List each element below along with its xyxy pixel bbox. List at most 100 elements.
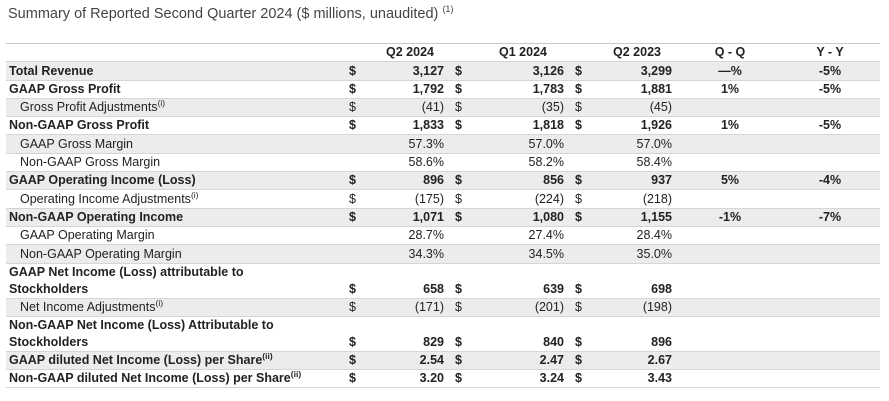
value-cell: 5% [680, 171, 780, 191]
currency-sign: $ [346, 61, 368, 81]
value-cell: 34.3% [368, 244, 452, 264]
value-cell [680, 98, 780, 118]
currency-sign: $ [572, 189, 594, 209]
header-cell [346, 42, 368, 63]
currency-sign: $ [572, 171, 594, 191]
table-row: Non-GAAP Operating Margin 34.3% 34.5% 35.0% [6, 244, 880, 264]
label-text: Net Income Adjustments [20, 299, 156, 314]
label-text: Non-GAAP diluted Net Income (Loss) per S… [9, 371, 291, 386]
table-row: GAAP Gross Margin 57.3% 57.0% 57.0% [6, 134, 880, 154]
row-label: GAAP Operating Income (Loss) [6, 171, 346, 191]
currency-sign: $ [346, 369, 368, 389]
value-cell: 1,833 [368, 116, 452, 136]
currency-sign: $ [452, 171, 474, 191]
value-cell [780, 226, 880, 246]
label-text: GAAP Gross Profit [9, 81, 121, 96]
value-cell [780, 153, 880, 173]
currency-sign [572, 134, 594, 154]
currency-sign [452, 226, 474, 246]
currency-sign: $ [452, 189, 474, 209]
currency-sign: $ [572, 208, 594, 227]
table-row: GAAP Operating Margin 28.7% 27.4% 28.4% [6, 226, 880, 246]
row-label: GAAP Operating Margin [6, 226, 346, 246]
table-row: Non-GAAP Net Income (Loss) Attributable … [6, 316, 880, 352]
value-cell: (45) [594, 98, 680, 118]
value-cell: 3,126 [474, 61, 572, 81]
currency-sign: $ [572, 263, 594, 299]
value-cell: (35) [474, 98, 572, 118]
value-cell: 58.2% [474, 153, 572, 173]
value-cell: 35.0% [594, 244, 680, 264]
value-cell: 27.4% [474, 226, 572, 246]
value-cell [780, 298, 880, 317]
column-header: Y - Y [780, 42, 880, 63]
currency-sign [452, 153, 474, 173]
currency-sign: $ [452, 316, 474, 352]
summary-table: Q2 2024 Q1 2024 Q2 2023 Q - Q Y - Y Tota… [6, 42, 880, 389]
currency-sign: $ [572, 316, 594, 352]
value-cell: 658 [368, 263, 452, 299]
value-cell: 34.5% [474, 244, 572, 264]
value-cell: 1,926 [594, 116, 680, 136]
table-row: GAAP diluted Net Income (Loss) per Share… [6, 351, 880, 371]
value-cell: 28.7% [368, 226, 452, 246]
table-row: GAAP Gross Profit $1,792 $1,783 $1,881 1% -5% [6, 80, 880, 99]
value-cell: 58.4% [594, 153, 680, 173]
row-label: Gross Profit Adjustments(i) [6, 98, 346, 118]
value-cell: 1,881 [594, 80, 680, 99]
currency-sign: $ [452, 116, 474, 136]
value-cell: 3,299 [594, 61, 680, 81]
header-cell [452, 42, 474, 63]
value-cell: 57.0% [594, 134, 680, 154]
currency-sign [572, 153, 594, 173]
label-text: Operating Income Adjustments [20, 191, 191, 206]
value-cell [680, 316, 780, 352]
value-cell [780, 189, 880, 209]
value-cell: 57.0% [474, 134, 572, 154]
value-cell: 1,818 [474, 116, 572, 136]
currency-sign [452, 134, 474, 154]
row-label: GAAP Gross Margin [6, 134, 346, 154]
value-cell [780, 263, 880, 299]
currency-sign: $ [572, 98, 594, 118]
currency-sign: $ [452, 98, 474, 118]
value-cell: 2.47 [474, 351, 572, 371]
table-row: GAAP Net Income (Loss) attributable to St… [6, 263, 880, 299]
row-label: Non-GAAP Gross Margin [6, 153, 346, 173]
value-cell [680, 244, 780, 264]
currency-sign [572, 226, 594, 246]
row-label: Non-GAAP Operating Income [6, 208, 346, 227]
currency-sign [572, 244, 594, 264]
value-cell: 2.54 [368, 351, 452, 371]
value-cell: -5% [780, 61, 880, 81]
value-cell [680, 351, 780, 371]
value-cell: 3.43 [594, 369, 680, 389]
title-text: Summary of Reported Second Quarter 2024 … [8, 6, 439, 22]
footnote-ref: (i) [157, 98, 166, 109]
value-cell: 57.3% [368, 134, 452, 154]
value-cell: 937 [594, 171, 680, 191]
label-text: Non-GAAP Operating Income [9, 209, 184, 224]
value-cell: 896 [594, 316, 680, 352]
table-row: Operating Income Adjustments(i) $ (175) $ (2… [6, 189, 880, 209]
currency-sign: $ [452, 369, 474, 389]
value-cell: 829 [368, 316, 452, 352]
label-line: Stockholders [9, 334, 89, 349]
value-cell: 3.24 [474, 369, 572, 389]
currency-sign: $ [346, 263, 368, 299]
footnote-ref: (i) [190, 189, 199, 200]
currency-sign: $ [346, 98, 368, 118]
table-row: Non-GAAP Gross Profit $1,833 $1,818 $1,926 1… [6, 116, 880, 136]
currency-sign: $ [452, 61, 474, 81]
row-label: Non-GAAP Gross Profit [6, 116, 346, 136]
title: Summary of Reported Second Quarter 2024 … [8, 5, 453, 22]
value-cell [780, 134, 880, 154]
row-label: GAAP Gross Profit [6, 80, 346, 99]
value-cell: -5% [780, 80, 880, 99]
value-cell [680, 298, 780, 317]
table-row: Non-GAAP diluted Net Income (Loss) per S… [6, 369, 880, 389]
currency-sign: $ [452, 298, 474, 317]
value-cell: 2.67 [594, 351, 680, 371]
header-row: Q2 2024 Q1 2024 Q2 2023 Q - Q Y - Y [6, 42, 880, 63]
row-label: Operating Income Adjustments(i) [6, 189, 346, 209]
